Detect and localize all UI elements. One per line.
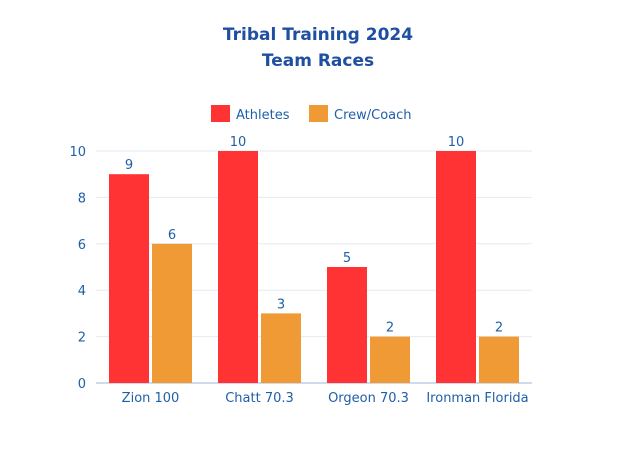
- y-tick-label: 0: [78, 377, 86, 392]
- y-tick-label: 2: [78, 331, 86, 346]
- data-label: 2: [495, 321, 503, 336]
- chart-subtitle: Team Races: [262, 51, 374, 71]
- bar-crew-coach-1: [261, 313, 301, 383]
- y-axis: 0 2 4 6 8 10: [69, 145, 86, 392]
- legend-swatch-crew-coach: [309, 105, 328, 122]
- legend-label-athletes: Athletes: [236, 108, 290, 123]
- bar-crew-coach-2: [370, 336, 410, 383]
- y-tick-label: 4: [78, 284, 86, 299]
- legend: Athletes Crew/Coach: [211, 105, 412, 123]
- x-tick-label: Chatt 70.3: [225, 391, 294, 406]
- x-tick-label: Orgeon 70.3: [328, 391, 409, 406]
- data-label: 10: [448, 135, 465, 150]
- bar-athletes-2: [327, 267, 367, 383]
- legend-label-crew-coach: Crew/Coach: [334, 108, 412, 123]
- data-labels: 9 6 10 3 5 2 10 2: [125, 135, 503, 336]
- bar-crew-coach-3: [479, 336, 519, 383]
- x-tick-label: Ironman Florida: [426, 391, 528, 406]
- chart-title: Tribal Training 2024: [223, 25, 413, 45]
- data-label: 3: [277, 297, 285, 312]
- y-tick-label: 8: [78, 191, 86, 206]
- x-axis: Zion 100 Chatt 70.3 Orgeon 70.3 Ironman Flo…: [122, 391, 529, 406]
- legend-swatch-athletes: [211, 105, 230, 122]
- bar-athletes-0: [109, 174, 149, 383]
- data-label: 6: [168, 228, 176, 243]
- bar-crew-coach-0: [152, 243, 192, 383]
- bar-athletes-1: [218, 151, 258, 383]
- y-tick-label: 6: [78, 238, 86, 253]
- x-tick-label: Zion 100: [122, 391, 180, 406]
- bars: [109, 151, 519, 383]
- bar-athletes-3: [436, 151, 476, 383]
- data-label: 9: [125, 158, 133, 173]
- data-label: 5: [343, 251, 351, 266]
- data-label: 10: [230, 135, 247, 150]
- y-tick-label: 10: [69, 145, 86, 160]
- data-label: 2: [386, 321, 394, 336]
